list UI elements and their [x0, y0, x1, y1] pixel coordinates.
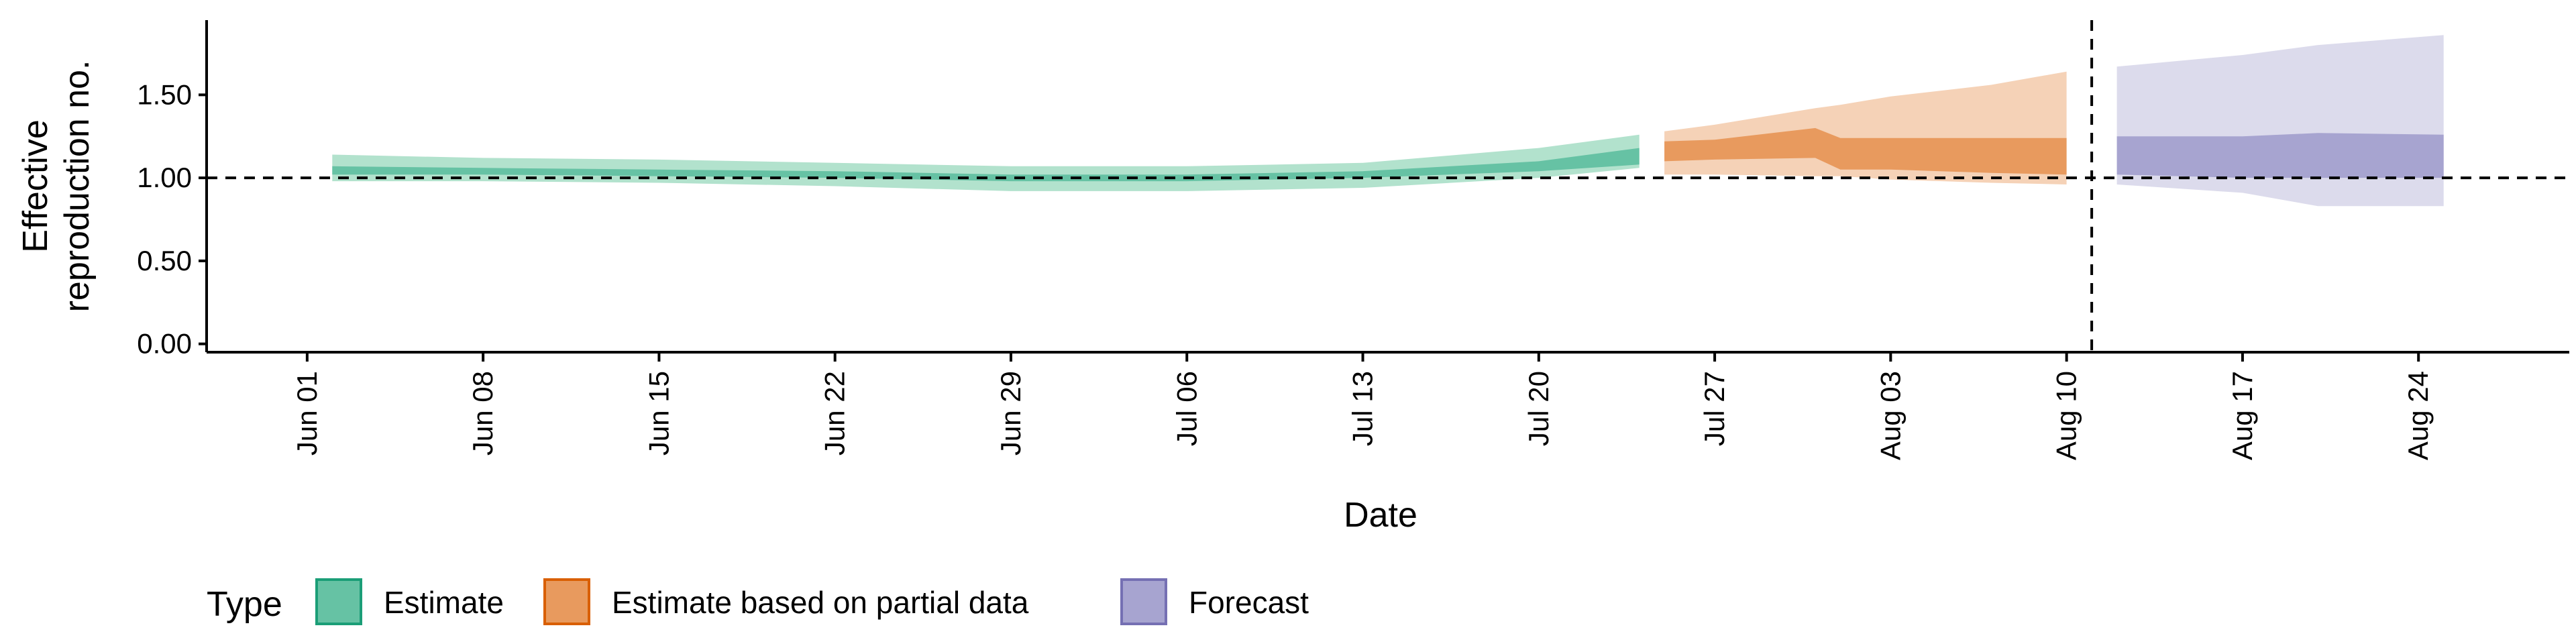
y-tick-label: 0.00	[137, 328, 192, 360]
legend-label: Estimate based on partial data	[612, 585, 1029, 620]
axes: 0.00 0.50 1.00 1.50 Jun 01 Jun 08 Jun 15 Jun 22…	[137, 20, 2569, 460]
legend-title: Type	[207, 585, 282, 624]
x-tick-label: Jun 15	[643, 371, 674, 455]
y-axis-title-line: Effective	[16, 119, 55, 252]
legend-items: Estimate Estimate based on partial data Fo…	[315, 578, 1309, 625]
y-axis-title-text: Effectivereproduction no.	[16, 60, 97, 313]
legend-item-estimate-based-on-partial-data: Estimate based on partial data	[543, 578, 1029, 625]
series-bands	[332, 35, 2444, 207]
x-tick-label: Jul 27	[1699, 371, 1730, 446]
band-90-estimate	[332, 134, 1640, 191]
band-50-forecast	[2116, 133, 2444, 178]
x-tick-label: Aug 10	[2051, 371, 2082, 460]
x-tick-label: Jun 29	[995, 371, 1026, 455]
band-50-estimate	[332, 148, 1640, 182]
y-axis-title: Effectivereproduction no.	[16, 60, 97, 313]
legend: Type Estimate Estimate based on partial d…	[207, 578, 1309, 625]
x-tick-label: Aug 03	[1874, 371, 1906, 460]
x-tick-label: Aug 17	[2226, 371, 2258, 460]
y-tick-label: 1.50	[137, 78, 192, 110]
y-tick-label: 0.50	[137, 245, 192, 276]
band-90-forecast	[2116, 35, 2444, 207]
legend-label: Estimate	[384, 585, 504, 620]
x-tick-label: Jul 20	[1523, 371, 1554, 446]
x-tick-label: Jun 08	[467, 371, 498, 455]
x-tick-label: Aug 24	[2402, 371, 2434, 460]
legend-swatch	[543, 578, 590, 625]
x-axis-title: Date	[1344, 496, 1417, 535]
x-tick-label: Jul 13	[1347, 371, 1379, 446]
legend-swatch	[315, 578, 362, 625]
x-tick-label: Jun 22	[819, 371, 851, 455]
y-axis-title-line: reproduction no.	[58, 60, 97, 313]
x-tick-label: Jul 06	[1171, 371, 1202, 446]
band-50-estimate-based-on-partial-data	[1664, 127, 2067, 175]
legend-item-estimate: Estimate	[315, 578, 504, 625]
legend-swatch	[1120, 578, 1167, 625]
legend-label: Forecast	[1189, 585, 1309, 620]
legend-item-forecast: Forecast	[1120, 578, 1309, 625]
x-tick-label: Jun 01	[291, 371, 323, 455]
y-tick-label: 1.00	[137, 162, 192, 193]
